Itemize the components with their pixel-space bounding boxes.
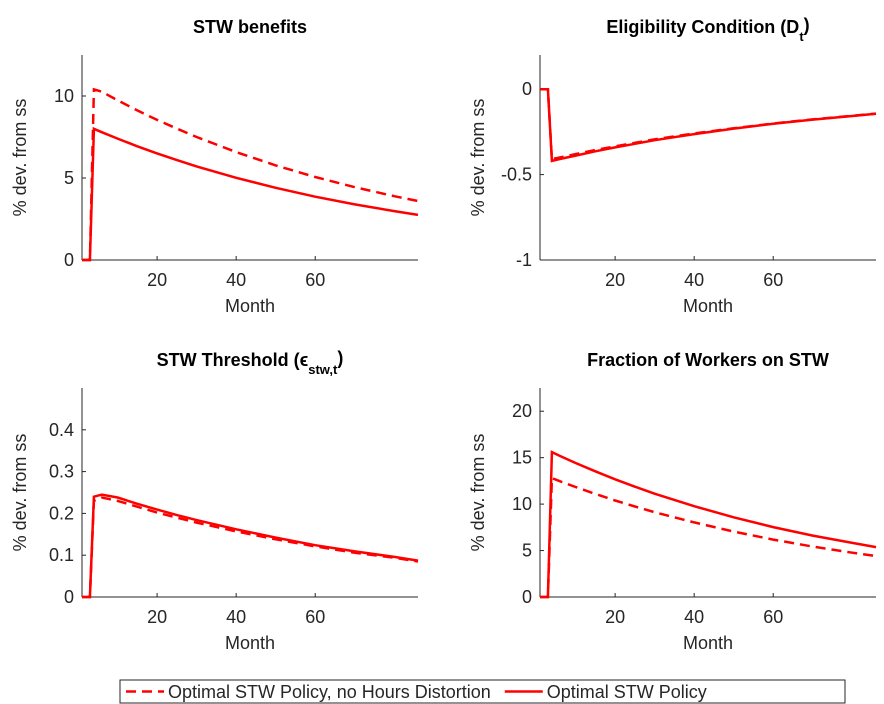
series-line bbox=[82, 496, 419, 599]
legend-label: Optimal STW Policy, no Hours Distortion bbox=[168, 682, 491, 702]
title-text: Fraction of Workers on STW bbox=[587, 350, 829, 370]
y-tick-label: 20 bbox=[512, 401, 532, 421]
title-text: Eligibility Condition (D bbox=[606, 17, 799, 37]
series-line bbox=[540, 87, 877, 161]
x-tick-label: 20 bbox=[147, 270, 167, 290]
y-axis-label: % dev. from ss bbox=[468, 99, 488, 217]
x-tick-label: 60 bbox=[305, 607, 325, 627]
y-axis-label: % dev. from ss bbox=[468, 434, 488, 552]
chart-title: STW Threshold (ϵstw,t) bbox=[157, 348, 344, 377]
y-tick-label: 0.4 bbox=[49, 420, 74, 440]
x-tick-label: 40 bbox=[226, 607, 246, 627]
y-tick-label: 15 bbox=[512, 448, 532, 468]
x-tick-label: 20 bbox=[147, 607, 167, 627]
legend-box bbox=[119, 679, 846, 704]
y-tick-label: -0.5 bbox=[501, 165, 532, 185]
series-line bbox=[540, 87, 877, 163]
chart-title: STW benefits bbox=[193, 17, 307, 37]
y-tick-label: 5 bbox=[64, 168, 74, 188]
series-line bbox=[82, 87, 419, 262]
y-axis-label: % dev. from ss bbox=[10, 99, 30, 217]
legend: Optimal STW Policy, no Hours Distortion O… bbox=[119, 679, 846, 704]
y-tick-label: 10 bbox=[54, 86, 74, 106]
x-tick-label: 40 bbox=[684, 607, 704, 627]
chart-title: Fraction of Workers on STW bbox=[587, 350, 829, 370]
y-tick-label: 0 bbox=[64, 250, 74, 270]
x-tick-label: 60 bbox=[763, 270, 783, 290]
x-axis-label: Month bbox=[225, 296, 275, 316]
x-tick-label: 60 bbox=[305, 270, 325, 290]
y-tick-label: -1 bbox=[516, 250, 532, 270]
title-text: STW Threshold (ϵ bbox=[157, 350, 309, 370]
series-line bbox=[82, 126, 419, 262]
title-text: STW benefits bbox=[193, 17, 307, 37]
y-tick-label: 0.2 bbox=[49, 503, 74, 523]
title-subscript: t bbox=[799, 29, 804, 44]
x-tick-label: 40 bbox=[226, 270, 246, 290]
y-tick-label: 0 bbox=[522, 587, 532, 607]
title-subscript: stw,t bbox=[308, 362, 338, 377]
x-axis-label: Month bbox=[683, 633, 733, 653]
series-line bbox=[82, 493, 419, 599]
series-line bbox=[540, 450, 877, 599]
legend-label: Optimal STW Policy bbox=[547, 682, 707, 702]
y-tick-label: 0 bbox=[64, 587, 74, 607]
x-tick-label: 20 bbox=[605, 607, 625, 627]
x-tick-label: 40 bbox=[684, 270, 704, 290]
series-line bbox=[540, 476, 877, 599]
y-tick-label: 10 bbox=[512, 494, 532, 514]
y-tick-label: 0.1 bbox=[49, 545, 74, 565]
x-axis-label: Month bbox=[683, 296, 733, 316]
y-tick-label: 5 bbox=[522, 541, 532, 561]
y-tick-label: 0.3 bbox=[49, 462, 74, 482]
title-suffix: ) bbox=[337, 348, 343, 368]
x-tick-label: 60 bbox=[763, 607, 783, 627]
title-suffix: ) bbox=[804, 15, 810, 35]
chart-title: Eligibility Condition (Dt) bbox=[606, 15, 809, 44]
x-axis-label: Month bbox=[225, 633, 275, 653]
x-tick-label: 20 bbox=[605, 270, 625, 290]
y-axis-label: % dev. from ss bbox=[10, 434, 30, 552]
y-tick-label: 0 bbox=[522, 79, 532, 99]
